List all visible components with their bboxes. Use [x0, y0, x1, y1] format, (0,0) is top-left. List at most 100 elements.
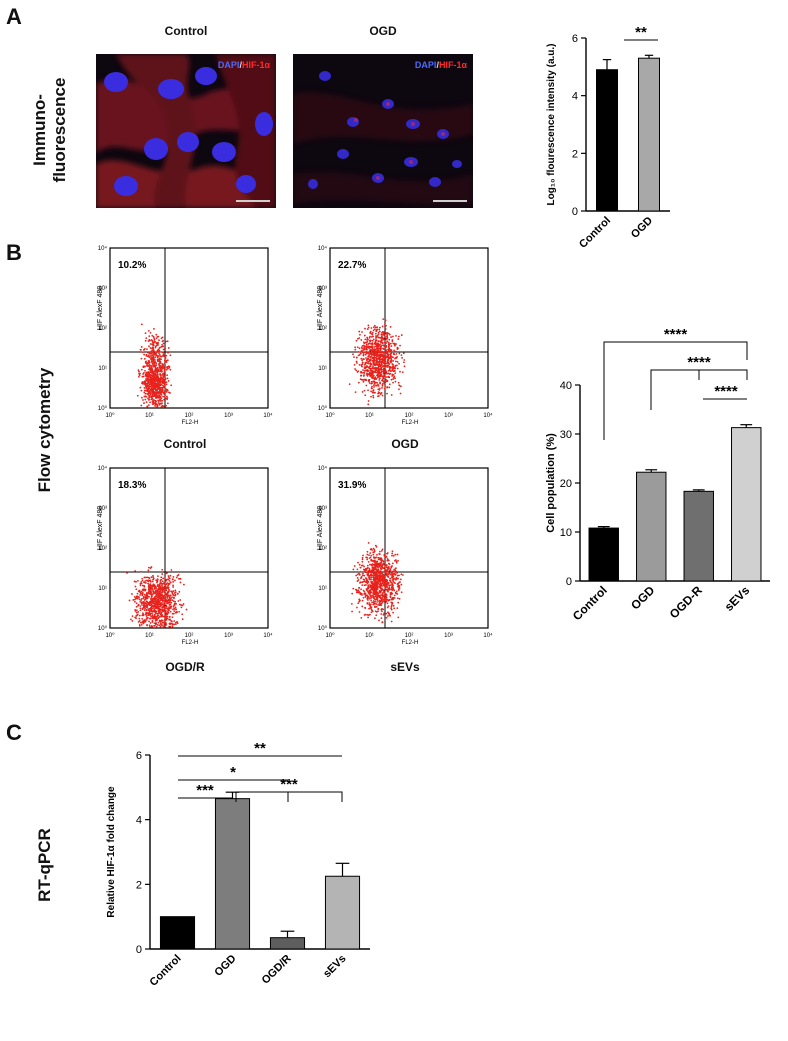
flow-x-tick: 10² — [185, 633, 194, 639]
flow-y-tick: 10³ — [98, 506, 107, 512]
x-category-label: Control — [570, 583, 610, 623]
significance-bracket: *** — [235, 776, 343, 802]
flow-x-tick: 10¹ — [145, 413, 154, 419]
flow-y-tick: 10¹ — [98, 586, 107, 592]
flow-x-label: FL2-H — [182, 640, 199, 646]
flow-x-tick: 10¹ — [365, 633, 374, 639]
legend-separator: / — [239, 60, 242, 70]
x-category-label: OGD — [212, 953, 238, 979]
significance-bracket: * — [178, 764, 288, 781]
flow-x-label: FL2-H — [402, 640, 419, 646]
y-tick-label: 30 — [560, 429, 572, 441]
y-axis-label: Log₁₀ flourescence intensity (a.u.) — [546, 43, 557, 205]
y-tick-label: 20 — [560, 478, 572, 490]
significance-bracket: **** — [603, 326, 748, 440]
flow-x-label: FL2-H — [182, 420, 199, 426]
if-control-legend: DAPI/HIF-1α — [218, 60, 270, 70]
bar-ogd — [636, 471, 667, 582]
y-tick-label: 10 — [560, 527, 572, 539]
flow-x-tick: 10² — [185, 413, 194, 419]
x-category-label: Control — [147, 953, 183, 989]
significance-bracket: ** — [178, 740, 342, 757]
bar-ogd — [214, 798, 251, 950]
if-ogd-micrograph: DAPI/HIF-1α — [293, 54, 473, 208]
flow-y-tick: 10¹ — [318, 366, 327, 372]
significance-label: * — [230, 764, 236, 781]
chart-a: 0 2 4 6 Log₁₀ flourescence intensity (a.u.) C… — [546, 24, 670, 251]
flow-x-tick: 10³ — [224, 633, 233, 639]
x-category-label: OGD-R — [667, 583, 705, 621]
flow-title-control: Control — [163, 437, 207, 451]
flow-y-tick: 10² — [318, 326, 327, 332]
if-control-title: Control — [164, 24, 208, 38]
flow-x-tick: 10⁴ — [263, 412, 273, 419]
flow-y-tick: 10⁰ — [318, 405, 328, 412]
scale-bar — [236, 200, 270, 202]
panel-c-row-label: RT-qPCR — [35, 828, 54, 902]
flow-x-tick: 10⁰ — [325, 412, 335, 419]
x-category-label: sEVs — [722, 583, 753, 614]
flow-x-tick: 10² — [405, 413, 414, 419]
if-control-image — [96, 54, 276, 208]
x-category-label: OGD/R — [260, 953, 294, 987]
significance-label: **** — [687, 354, 711, 371]
significance-bracket: **** — [703, 383, 747, 400]
significance-label: *** — [196, 782, 214, 799]
panel-a-letter: A — [6, 4, 22, 29]
if-ogd-legend: DAPI/HIF-1α — [415, 60, 467, 70]
plot-frame — [329, 247, 489, 409]
x-category-label: sEVs — [321, 953, 349, 981]
flow-y-tick: 10⁴ — [318, 465, 328, 472]
flow-y-label: HIF AlexF 488 — [317, 286, 324, 330]
flow-y-tick: 10⁰ — [98, 625, 108, 632]
y-tick-label: 2 — [136, 879, 142, 891]
event-dots — [136, 323, 173, 408]
event-dots — [350, 542, 404, 624]
flow-x-tick: 10⁴ — [483, 632, 493, 639]
y-axis-label: Cell population (%) — [545, 433, 557, 533]
flow-x-tick: 10¹ — [365, 413, 374, 419]
y-tick-label: 0 — [572, 206, 578, 218]
x-category-label: OGD — [629, 215, 655, 241]
flow-y-tick: 10⁰ — [318, 625, 328, 632]
quadrant-percent: 22.7% — [338, 260, 366, 271]
significance-label: *** — [280, 776, 298, 793]
bar-control — [159, 916, 196, 950]
flow-x-tick: 10¹ — [145, 633, 154, 639]
flow-y-tick: 10¹ — [98, 366, 107, 372]
flow-x-tick: 10⁰ — [105, 412, 115, 419]
y-tick-label: 0 — [136, 944, 142, 956]
bar-control — [588, 527, 619, 582]
flow-x-tick: 10⁰ — [325, 632, 335, 639]
flow-title-ogdr: OGD/R — [165, 660, 205, 674]
bar-ogd-r — [683, 490, 714, 582]
flow-y-tick: 10⁰ — [98, 405, 108, 412]
plot-frame — [109, 467, 269, 629]
bar-ogd — [638, 57, 660, 212]
plot-frame — [109, 247, 269, 409]
bar-sevs — [324, 875, 361, 950]
legend-hif: HIF-1α — [241, 60, 270, 70]
y-axis-label: Relative HIF-1α fold change — [106, 786, 117, 918]
flow-x-tick: 10³ — [224, 413, 233, 419]
significance-label: ** — [635, 24, 647, 41]
flow-y-label: HIF AlexF 488 — [97, 286, 104, 330]
flow-y-tick: 10³ — [318, 506, 327, 512]
flow-x-tick: 10⁴ — [263, 632, 273, 639]
flow-y-tick: 10⁴ — [318, 245, 328, 252]
chart-c: 0 2 4 6 Relative HIF-1α fold change Control OG… — [106, 740, 370, 989]
significance-bracket: **** — [650, 354, 748, 410]
flow-y-tick: 10¹ — [318, 586, 327, 592]
y-tick-label: 2 — [572, 148, 578, 160]
flow-x-label: FL2-H — [402, 420, 419, 426]
y-tick-label: 6 — [136, 750, 142, 762]
flow-y-tick: 10⁴ — [98, 245, 108, 252]
y-tick-label: 0 — [566, 576, 572, 588]
significance-bracket: ** — [624, 24, 658, 41]
flow-x-tick: 10² — [405, 633, 414, 639]
bar-sevs — [731, 427, 762, 582]
event-dots — [348, 318, 406, 406]
